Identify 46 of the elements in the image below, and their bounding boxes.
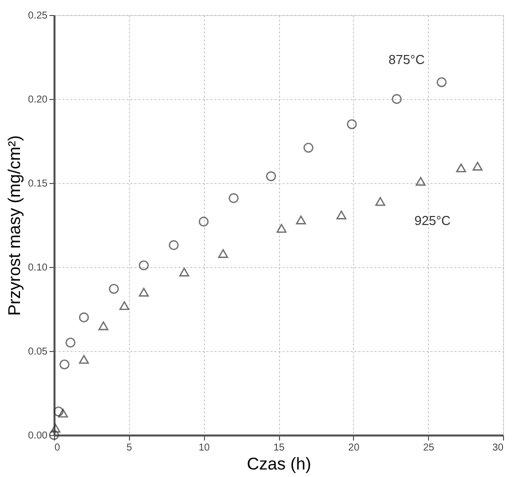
point: [98, 321, 108, 330]
x-tick-label: 0: [54, 442, 60, 454]
point: [138, 260, 149, 270]
point: [276, 224, 286, 233]
point: [228, 193, 239, 204]
point: [138, 288, 149, 297]
point: [78, 355, 89, 364]
y-tick-label: 0.25: [28, 10, 48, 22]
point: [108, 284, 119, 294]
y-tick-label: 0.10: [28, 262, 48, 274]
point: [472, 162, 483, 171]
point: [346, 119, 357, 130]
x-tick-label: 25: [423, 442, 435, 454]
point: [296, 216, 306, 224]
point: [218, 249, 228, 258]
point: [436, 77, 447, 88]
point: [375, 197, 386, 206]
point: [266, 171, 276, 182]
text: 925°C: [414, 213, 451, 228]
point: [456, 163, 466, 172]
x-tick-label: 30: [492, 442, 504, 454]
point: [179, 268, 190, 276]
point: [65, 338, 76, 348]
y-tick-label: 0.20: [28, 94, 48, 106]
point: [59, 359, 70, 370]
point: [119, 301, 130, 310]
x-axis-title: Czas (h): [246, 454, 312, 474]
point: [198, 216, 209, 227]
point: [416, 176, 426, 186]
point: [78, 312, 89, 322]
x-tick-label: 15: [273, 442, 285, 454]
x-tick-label: 20: [348, 442, 360, 454]
point: [50, 424, 60, 433]
x-tick-label: 5: [126, 442, 133, 454]
point: [54, 406, 64, 416]
point: [336, 210, 346, 220]
y-tick-label: 0.15: [28, 178, 48, 190]
point: [58, 408, 68, 418]
x-tick-label: 10: [198, 442, 210, 454]
y-tick-label: 0.00: [28, 430, 48, 442]
point: [168, 240, 179, 250]
point: [303, 142, 314, 153]
y-tick-label: 0.05: [28, 346, 48, 358]
y-axis-title: Przyrost masy (mg/cm²): [5, 135, 24, 316]
series-label: 875°C: [388, 52, 425, 68]
point: [392, 94, 402, 104]
